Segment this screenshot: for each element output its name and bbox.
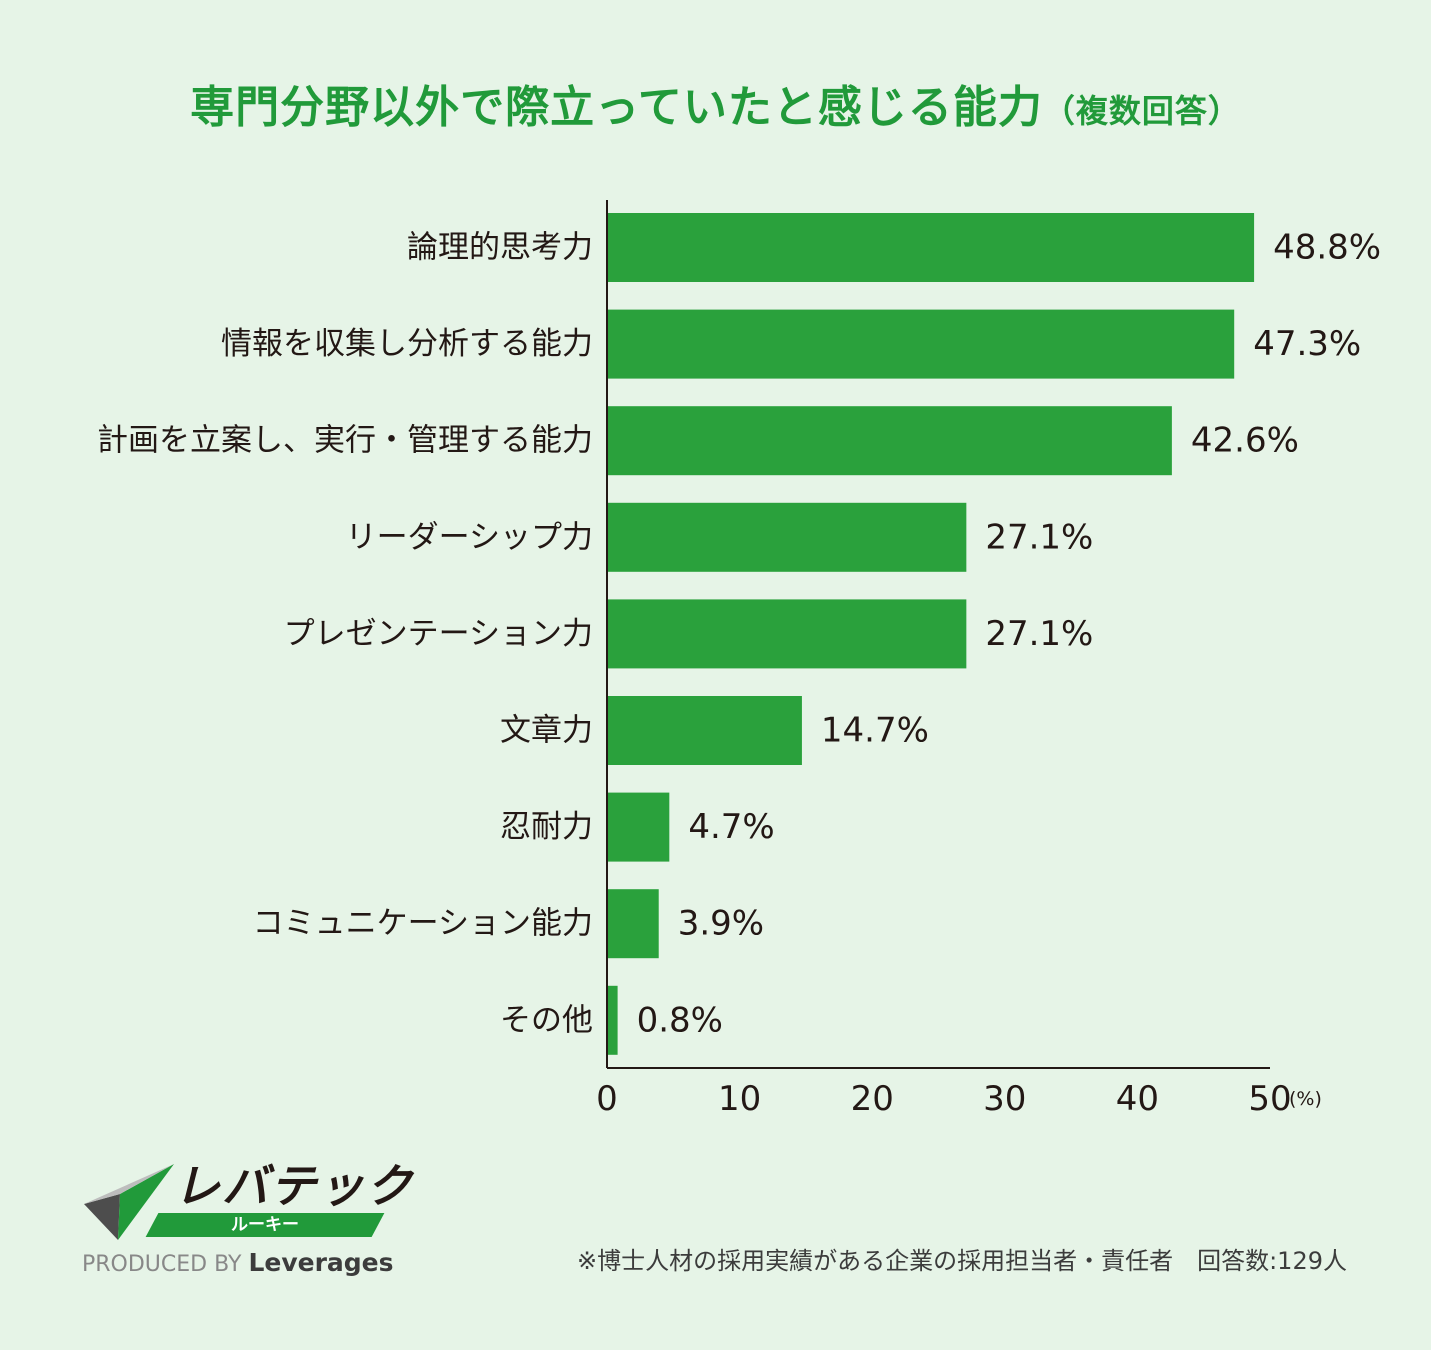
logo-sub: ルーキー [231, 1215, 299, 1235]
x-tick-label: 10 [718, 1079, 761, 1119]
x-tick-label: 20 [851, 1079, 894, 1119]
x-tick-label: 30 [983, 1079, 1026, 1119]
levtech-rookie-logo: レバテック ルーキー PRODUCED BY Leverages [82, 1160, 412, 1280]
produced-by-text: PRODUCED BY [82, 1252, 242, 1277]
chart-title-text: 専門分野以外で際立っていたと感じる能力 [190, 82, 1043, 133]
check-mark-icon [84, 1164, 174, 1240]
x-tick-label: 0 [596, 1079, 618, 1119]
value-label: 48.8% [1273, 228, 1381, 268]
value-label: 4.7% [688, 807, 774, 847]
x-tick-label: 40 [1116, 1079, 1159, 1119]
footnote: ※博士人材の採用実績がある企業の採用担当者・責任者 回答数:129人 [576, 1247, 1347, 1275]
category-label: 計画を立案し、実行・管理する能力 [97, 423, 593, 459]
bar [607, 309, 1235, 379]
category-label: 論理的思考力 [407, 230, 593, 266]
value-label: 27.1% [985, 614, 1093, 654]
category-label: プレゼンテーション力 [284, 616, 593, 652]
value-label: 0.8% [637, 1000, 723, 1040]
bar [607, 792, 670, 862]
bar [607, 213, 1255, 282]
bar [607, 696, 802, 765]
logo-wordmark: レバテック [174, 1159, 414, 1213]
value-label: 47.3% [1253, 324, 1361, 364]
x-tick-label: 50 [1248, 1079, 1291, 1119]
value-label: 3.9% [678, 904, 764, 944]
category-label: その他 [500, 1002, 593, 1038]
produced-by: PRODUCED BY Leverages [82, 1248, 394, 1280]
category-label: 忍耐力 [500, 809, 593, 845]
bar-chart: 論理的思考力 48.8% 情報を収集し分析する能力 47.3% 計画を立案し、実行・管理… [97, 200, 1381, 1119]
leverages-brand: Leverages [248, 1248, 394, 1277]
category-label: 文章力 [500, 713, 593, 749]
bar [607, 599, 967, 669]
bar [607, 889, 659, 959]
bar [607, 406, 1172, 476]
category-label: リーダーシップ力 [346, 519, 593, 555]
value-label: 27.1% [985, 517, 1093, 557]
chart-title: 専門分野以外で際立っていたと感じる能力（複数回答） [0, 78, 1431, 141]
category-label: 情報を収集し分析する能力 [221, 326, 593, 362]
value-label: 42.6% [1191, 421, 1299, 461]
bar [607, 985, 618, 1055]
bar [607, 502, 967, 572]
x-axis-unit: (%) [1289, 1088, 1322, 1110]
chart-title-note: （複数回答） [1042, 92, 1241, 130]
category-label: コミュニケーション能力 [253, 906, 593, 942]
value-label: 14.7% [821, 711, 929, 751]
